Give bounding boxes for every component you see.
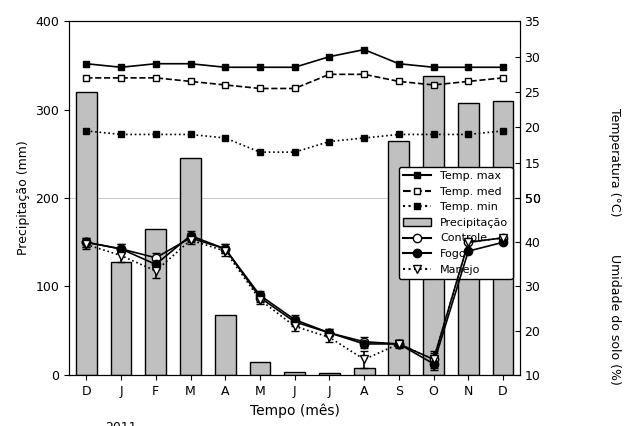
X-axis label: Tempo (mês): Tempo (mês) [250,403,340,417]
Bar [354,368,374,375]
Text: 2011: 2011 [105,421,137,426]
Bar [284,372,305,375]
Bar [215,315,236,375]
Bar [389,141,409,375]
Legend: Temp. max, Temp. med, Temp. min, Precipitação, Controle, Fogo, Manejo: Temp. max, Temp. med, Temp. min, Precipi… [399,167,513,279]
Bar [319,373,340,375]
Bar [458,103,479,375]
Bar [493,101,514,375]
Y-axis label: Precipitação (mm): Precipitação (mm) [17,141,30,256]
Bar [110,262,132,375]
Bar [423,76,444,375]
Bar [145,229,166,375]
Bar [180,158,201,375]
Bar [250,362,270,375]
Text: Temperatura (°C): Temperatura (°C) [608,108,621,216]
Text: Umidade do solo (%): Umidade do solo (%) [608,254,621,385]
Bar [76,92,97,375]
